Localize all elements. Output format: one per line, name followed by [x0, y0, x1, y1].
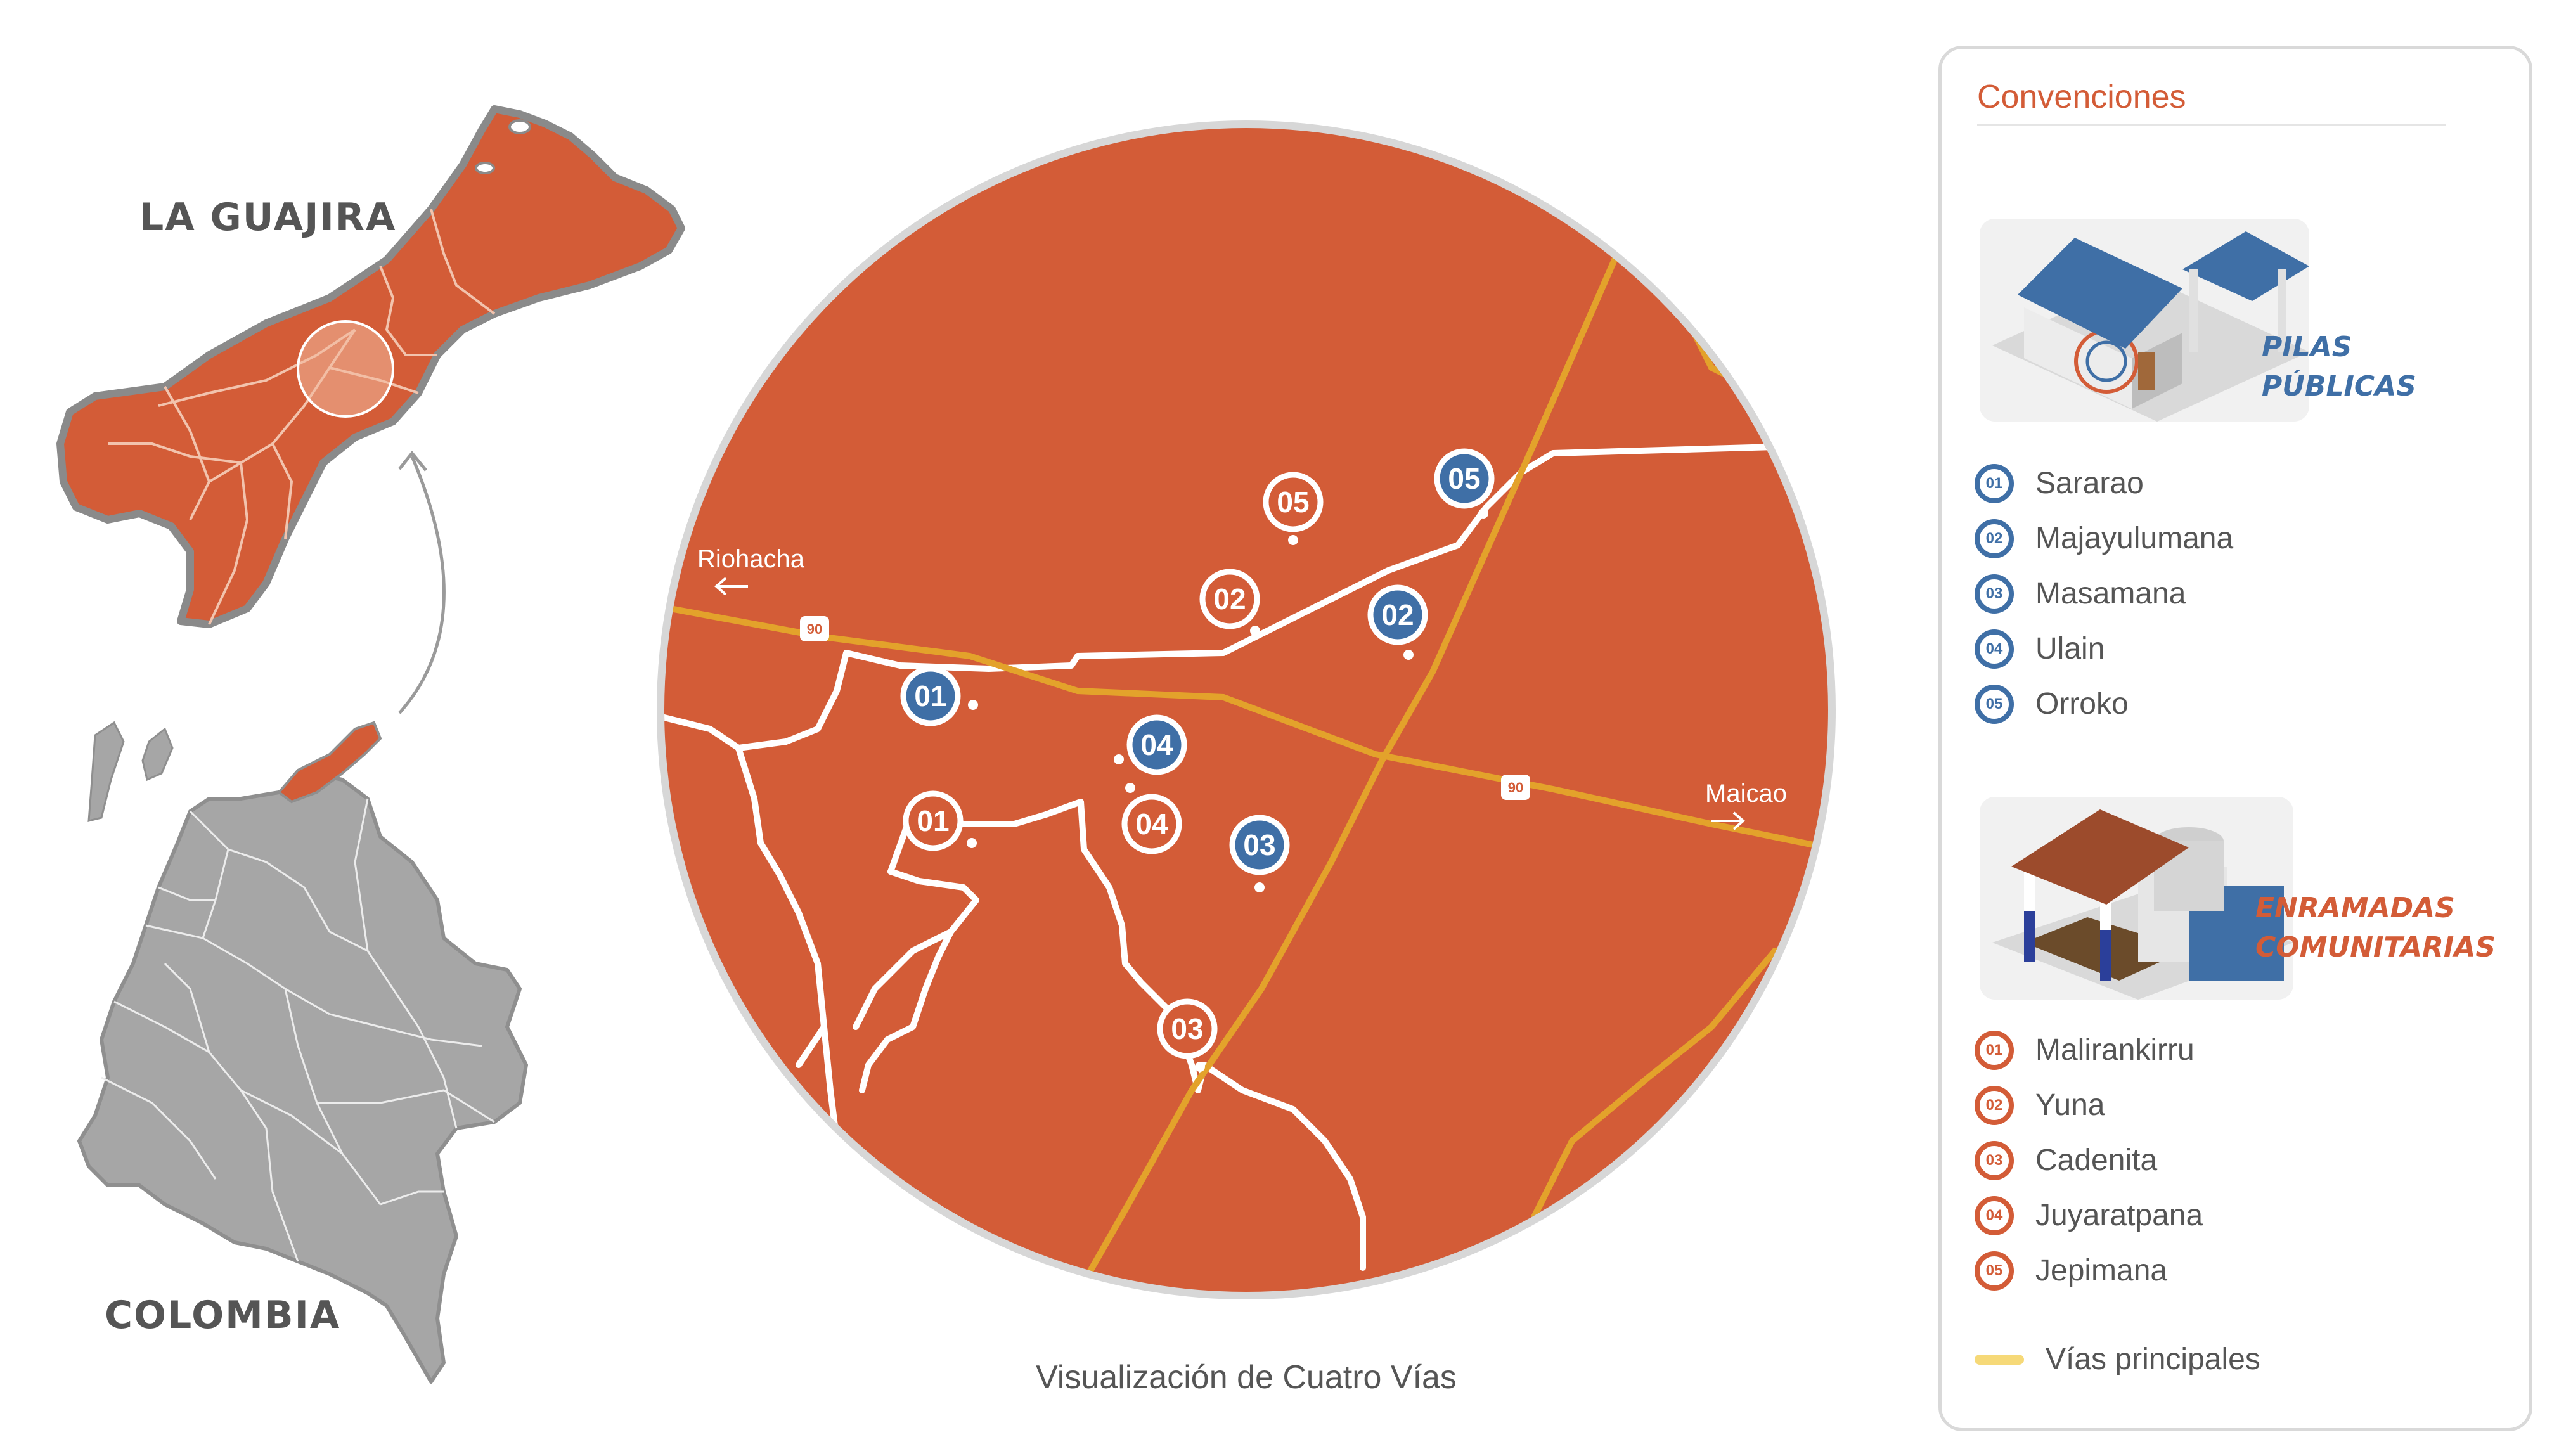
list-item: 04 Ulain [1975, 621, 2233, 676]
svg-text:02: 02 [1213, 583, 1246, 615]
list-item: 02 Yuna [1975, 1078, 2203, 1133]
main-roads-key: Vías principales [1975, 1342, 2260, 1377]
place-name: Juyaratpana [2035, 1199, 2203, 1232]
number-badge: 02 [1975, 519, 2014, 558]
marker-blue-05[interactable]: 05 [1434, 448, 1495, 519]
pilas-publicas-list: 01 Sararao 02 Majayulumana 03 Masamana 0… [1975, 456, 2233, 731]
marker-blue-04[interactable]: 04 [1114, 714, 1187, 775]
road-swatch [1975, 1354, 2024, 1365]
svg-text:01: 01 [917, 804, 949, 837]
place-name: Ulain [2035, 632, 2105, 666]
place-name: Orroko [2035, 687, 2129, 721]
enramadas-comunitarias-list: 01 Malirankirru 02 Yuna 03 Cadenita 04 J… [1975, 1022, 2203, 1298]
svg-text:03: 03 [1243, 828, 1275, 861]
number-badge: 04 [1975, 629, 2014, 669]
place-name: Yuna [2035, 1088, 2105, 1122]
list-item: 03 Cadenita [1975, 1133, 2203, 1188]
riohacha-label: Riohacha [697, 545, 805, 596]
map-caption: Visualización de Cuatro Vías [1036, 1359, 1457, 1396]
place-name: Jepimana [2035, 1254, 2168, 1287]
four-roads-map: 90 90 Riohacha Maicao 01 02 [657, 120, 1836, 1396]
colombia-department-borders [101, 798, 495, 1262]
study-area-highlight [297, 320, 394, 418]
pilas-publicas-illustration [1980, 219, 2309, 422]
svg-text:02: 02 [1381, 598, 1414, 631]
place-name: Sararao [2035, 467, 2144, 500]
colombia-label: COLOMBIA [105, 1293, 340, 1337]
guajira-coast-lagoons [475, 119, 531, 174]
svg-text:90: 90 [1508, 780, 1523, 796]
marker-blue-02[interactable]: 02 [1367, 584, 1428, 660]
svg-text:03: 03 [1171, 1012, 1203, 1045]
marker-orange-03[interactable]: 03 [1157, 998, 1218, 1072]
list-item: 04 Juyaratpana [1975, 1188, 2203, 1243]
enramadas-comunitarias-illustration [1980, 797, 2293, 1000]
svg-text:05: 05 [1277, 486, 1309, 519]
number-badge: 03 [1975, 1140, 2014, 1180]
number-badge: 03 [1975, 574, 2014, 614]
marker-blue-01[interactable]: 01 [900, 666, 978, 726]
list-item: 03 Masamana [1975, 566, 2233, 621]
number-badge: 01 [1975, 1030, 2014, 1070]
pilas-publicas-title: PILAS PÚBLICAS [2262, 331, 2416, 403]
marker-orange-04[interactable]: 04 [1121, 783, 1182, 854]
marker-blue-03[interactable]: 03 [1229, 815, 1290, 892]
route-90-shield-west: 90 [800, 616, 829, 641]
marker-orange-02[interactable]: 02 [1199, 569, 1260, 636]
marker-orange-05[interactable]: 05 [1263, 472, 1324, 545]
place-name: Masamana [2035, 577, 2186, 610]
guajira-department-map: LA GUAJIRA [56, 105, 685, 628]
number-badge: 05 [1975, 684, 2014, 724]
zoom-arrow [398, 451, 446, 714]
legend-panel: Convenciones PILAS PÚBLICAS 01 Sararao 0… [1938, 46, 2532, 1431]
svg-text:90: 90 [807, 621, 822, 637]
secondary-roads [664, 444, 1778, 1271]
number-badge: 05 [1975, 1251, 2014, 1291]
place-name: Cadenita [2035, 1144, 2158, 1177]
place-name: Majayulumana [2035, 522, 2234, 555]
san-andres-islands [87, 721, 174, 822]
map-circle [664, 128, 1828, 1292]
maicao-label: Maicao [1705, 780, 1787, 830]
guajira-label: LA GUAJIRA [139, 195, 396, 240]
svg-text:04: 04 [1140, 728, 1173, 761]
list-item: 05 Orroko [1975, 676, 2233, 731]
svg-text:04: 04 [1135, 808, 1168, 841]
marker-orange-01[interactable]: 01 [903, 790, 977, 851]
legend-divider [1977, 124, 2446, 126]
number-badge: 02 [1975, 1085, 2014, 1125]
svg-text:05: 05 [1448, 462, 1480, 495]
svg-text:Riohacha: Riohacha [697, 545, 805, 573]
colombia-country-map: COLOMBIA [77, 721, 528, 1384]
roads-label: Vías principales [2046, 1343, 2260, 1376]
list-item: 01 Sararao [1975, 456, 2233, 511]
list-item: 05 Jepimana [1975, 1243, 2203, 1298]
guajira-highlight-in-colombia [277, 721, 382, 804]
list-item: 01 Malirankirru [1975, 1022, 2203, 1078]
colombia-shape [77, 771, 528, 1384]
route-90-shield-east: 90 [1501, 775, 1530, 800]
svg-text:01: 01 [914, 680, 946, 712]
legend-title: Convenciones [1977, 79, 2186, 115]
number-badge: 01 [1975, 463, 2014, 503]
place-name: Malirankirru [2035, 1033, 2195, 1067]
svg-text:Maicao: Maicao [1705, 780, 1787, 808]
enramadas-comunitarias-title: ENRAMADAS COMUNITARIAS [2255, 892, 2496, 963]
number-badge: 04 [1975, 1195, 2014, 1235]
list-item: 02 Majayulumana [1975, 511, 2233, 566]
